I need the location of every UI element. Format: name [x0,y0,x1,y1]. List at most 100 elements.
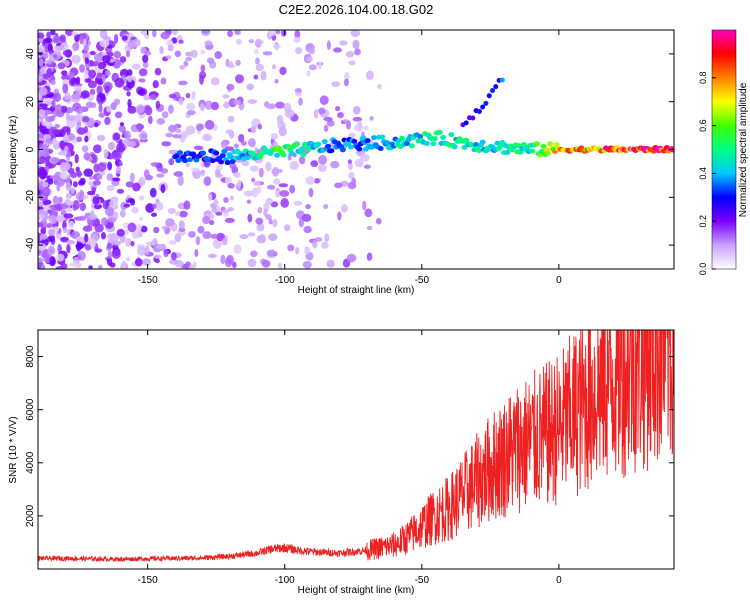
noise-blob [70,150,75,156]
noise-blob [38,32,45,40]
noise-blob [335,106,341,112]
y-tick-label: 6000 [25,398,36,421]
colorbar-tick-label: 0.0 [698,263,708,276]
noise-blob [153,226,160,234]
noise-blob [243,190,254,197]
noise-blob [107,141,116,151]
noise-blob [186,102,196,111]
noise-blob [211,207,217,213]
colorbar-ticks: 0.0 0.2 0.4 0.6 0.8 [698,72,716,276]
noise-blob [279,66,287,76]
noise-blob [59,171,69,180]
noise-blob [224,257,233,268]
noise-blob [61,105,68,114]
noise-blob [295,47,303,55]
noise-blob [79,202,86,212]
noise-blob [224,176,232,185]
noise-blob [215,211,223,216]
ridge-mark [288,150,295,156]
ridge-mark [339,147,346,153]
noise-blob [52,137,58,146]
ridge-mark [504,149,511,155]
noise-blob [352,106,361,115]
noise-blob [106,256,113,266]
noise-blob [88,214,98,220]
ridge-mark [200,150,207,156]
noise-blob [135,104,145,114]
noise-blob [43,109,53,115]
noise-blob [268,218,273,225]
noise-blob [41,248,49,257]
noise-blob [131,229,141,239]
figure-title: C2E2.2026.104.00.18.G02 [279,2,434,17]
ridge-mark [244,155,251,161]
noise-blob [177,175,184,186]
spur-mark [480,104,486,110]
noise-blob [129,172,135,183]
noise-blob [326,259,335,268]
noise-blob [265,214,272,221]
ridge-mark [315,141,322,147]
noise-blob [199,74,204,85]
noise-blob [153,254,162,259]
noise-blob [161,141,172,147]
noise-blob [88,69,97,79]
x-tick-label: -100 [275,275,295,286]
noise-blob [220,140,228,149]
noise-blob [166,39,174,47]
noise-blob [85,101,93,109]
spur-mark [463,120,469,126]
noise-blob [168,158,175,166]
noise-blob [186,110,196,116]
noise-blob [253,74,259,80]
noise-blob [317,61,322,70]
noise-blob [298,217,305,228]
noise-blob [127,98,132,108]
noise-blob [302,213,312,222]
noise-blob [127,69,133,77]
ridge-mark [473,141,480,147]
ridge-mark [186,157,193,163]
noise-blob [206,57,215,64]
noise-blob [121,260,127,269]
noise-blob [257,123,263,130]
noise-blob [203,176,212,187]
noise-blob [348,60,356,66]
noise-blob [319,95,329,106]
noise-blob [110,102,117,111]
noise-blob [228,61,233,69]
colorbar-gradient [711,29,737,270]
noise-blob [265,161,272,172]
noise-blob [106,105,112,113]
noise-blob [154,258,160,264]
noise-blob [348,162,353,171]
noise-blob [241,160,250,167]
y-tick-label: -20 [25,190,36,205]
noise-blob [152,80,159,89]
noise-blob [118,161,123,167]
ridge-mark [371,135,378,141]
noise-blob [190,49,198,58]
noise-blob [62,83,69,94]
noise-blob [73,82,83,88]
noise-blob [178,80,188,86]
noise-blob [74,114,84,123]
noise-blob [38,166,46,176]
noise-blob [178,219,185,230]
noise-blob [70,187,75,195]
noise-blob [114,111,123,119]
noise-blob [51,129,62,135]
noise-blob [75,236,86,242]
noise-blob [293,200,303,206]
noise-blob [294,247,300,255]
noise-blob [270,132,279,140]
noise-blob [123,203,131,208]
noise-blob [147,115,153,125]
noise-blob [127,222,137,233]
noise-blob [88,265,93,269]
noise-blob [175,211,181,216]
ridge-mark [351,138,358,144]
snr-series-line [38,330,674,563]
noise-blob [354,48,361,56]
noise-blob [38,108,46,118]
